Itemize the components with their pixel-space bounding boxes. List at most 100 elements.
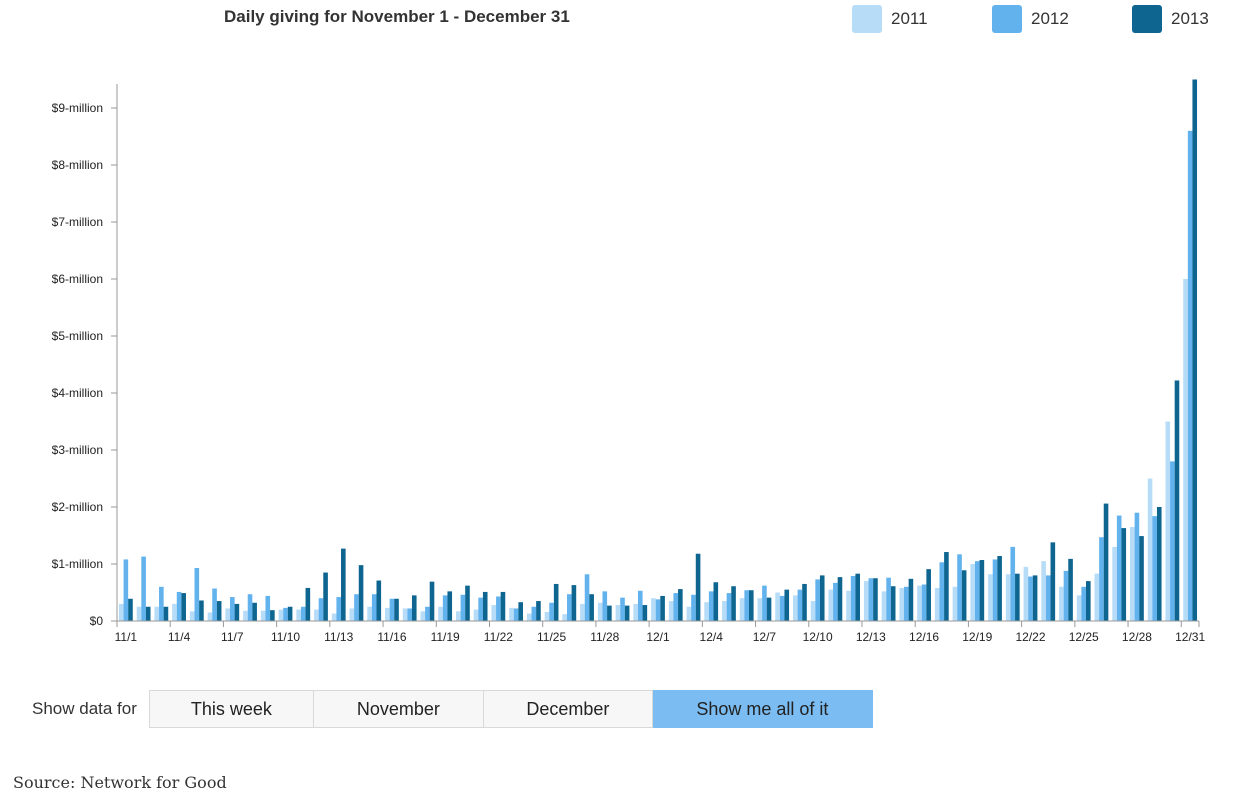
bar-2012-11-17 (407, 608, 412, 621)
bar-2012-12-24 (1063, 570, 1069, 621)
bar-2012-11-27 (584, 574, 590, 621)
x-tick-label: 11/10 (271, 630, 300, 644)
legend-swatch-2011 (852, 5, 882, 33)
bar-2011-12-15 (899, 587, 905, 621)
bar-2012-12-28 (1134, 512, 1140, 621)
x-tick-label: 12/25 (1069, 630, 1099, 644)
bar-2013-11-1 (128, 598, 133, 621)
bar-2012-11-26 (567, 594, 572, 621)
x-tick-label: 12/13 (856, 630, 886, 644)
bar-2011-11-21 (473, 609, 479, 621)
bar-2012-12-23 (1045, 575, 1051, 621)
bar-2013-11-26 (571, 585, 577, 621)
bar-2013-11-25 (553, 583, 559, 621)
bar-2011-11-8 (243, 610, 248, 621)
bar-2013-11-24 (536, 601, 541, 621)
y-tick-label: $1-million (52, 557, 103, 571)
bar-2013-12-29 (1156, 507, 1162, 621)
bar-2013-12-19 (979, 560, 985, 621)
bar-2011-12-18 (952, 586, 958, 621)
bar-2011-11-12 (314, 609, 319, 621)
bar-2012-11-2 (141, 556, 146, 621)
legend-swatch-2013 (1132, 5, 1162, 33)
december-button[interactable]: December (483, 690, 653, 728)
bar-2013-12-31 (1192, 79, 1198, 621)
bar-2011-11-25 (544, 611, 550, 621)
bar-2012-11-24 (531, 606, 537, 621)
bar-2013-11-2 (145, 606, 151, 621)
bar-2011-11-24 (526, 613, 532, 621)
show-all-button[interactable]: Show me all of it (652, 690, 873, 728)
bar-2011-11-3 (154, 606, 160, 621)
bar-2012-11-5 (194, 567, 200, 621)
bar-2011-11-13 (331, 613, 337, 621)
bar-2011-12-8 (775, 592, 780, 621)
bar-2013-12-7 (766, 597, 772, 621)
bar-2011-12-2 (668, 601, 674, 621)
bar-2011-12-19 (970, 564, 975, 621)
bar-2012-12-12 (850, 575, 856, 621)
bar-2011-11-7 (225, 608, 230, 621)
this-week-button[interactable]: This week (148, 690, 314, 728)
date-range-filter: Show data for This week November Decembe… (32, 690, 873, 728)
x-tick-label: 12/22 (1015, 630, 1045, 644)
source-note: Source: Network for Good (13, 773, 227, 792)
bar-2011-12-31 (1183, 279, 1188, 621)
bar-2012-11-7 (230, 597, 235, 621)
bar-2012-12-14 (886, 577, 891, 621)
x-tick-label: 12/31 (1175, 630, 1205, 644)
legend-label-2013: 2013 (1171, 9, 1209, 28)
bar-2011-12-22 (1023, 566, 1029, 621)
bar-2011-12-26 (1094, 573, 1100, 621)
bar-2011-11-27 (580, 603, 585, 621)
x-tick-label: 12/28 (1122, 630, 1152, 644)
bar-2011-12-1 (651, 598, 656, 621)
bar-2011-11-18 (420, 611, 426, 621)
bar-2012-12-27 (1116, 515, 1122, 621)
bar-2013-12-22 (1032, 575, 1038, 621)
bar-2013-11-21 (482, 591, 488, 621)
bar-2012-11-30 (637, 590, 643, 621)
bar-2013-11-11 (305, 587, 311, 621)
bar-2012-11-21 (478, 597, 483, 621)
bar-2013-12-5 (731, 586, 736, 621)
bar-2012-11-11 (300, 606, 306, 621)
x-tick-label: 11/22 (484, 630, 513, 644)
bar-2013-11-20 (465, 585, 470, 621)
bar-2012-12-13 (868, 578, 874, 621)
bar-2011-11-2 (136, 606, 142, 621)
bar-2011-12-12 (846, 590, 851, 621)
bar-chart: $0 $1-million $2-million $3-million $4-milli… (52, 79, 1205, 644)
bar-2012-12-30 (1170, 461, 1175, 621)
x-tick-label: 11/28 (590, 630, 619, 644)
y-tick-label: $2-million (52, 500, 103, 514)
bar-2011-11-1 (118, 603, 124, 621)
bar-2013-12-26 (1103, 503, 1109, 621)
november-button[interactable]: November (313, 690, 484, 728)
legend-item-2012: 2012 (992, 4, 1069, 34)
bar-2013-12-12 (855, 573, 861, 621)
bar-2013-12-30 (1174, 380, 1180, 621)
y-tick-label: $4-million (52, 386, 103, 400)
bar-2012-12-8 (779, 595, 785, 621)
bar-2012-11-22 (496, 596, 501, 621)
x-tick-label: 12/16 (909, 630, 939, 644)
bar-2013-11-9 (270, 610, 275, 621)
bar-2013-12-11 (837, 577, 843, 621)
bar-2011-11-10 (278, 609, 284, 621)
bar-2013-12-23 (1050, 542, 1056, 621)
bar-2013-11-22 (500, 591, 506, 621)
bar-2011-12-20 (988, 574, 993, 621)
bar-2013-12-28 (1139, 536, 1144, 621)
bar-2011-12-23 (1041, 561, 1046, 621)
bar-2013-12-8 (784, 589, 790, 621)
bar-2012-11-20 (460, 594, 466, 621)
bar-2011-11-22 (491, 605, 497, 621)
bar-2013-12-3 (695, 553, 701, 621)
bar-2011-11-26 (562, 614, 568, 621)
bar-2011-11-14 (349, 608, 355, 621)
bar-2013-12-25 (1086, 581, 1091, 621)
bar-2011-12-16 (917, 585, 922, 621)
bar-2013-12-18 (961, 570, 967, 621)
x-tick-label: 11/7 (221, 630, 244, 644)
